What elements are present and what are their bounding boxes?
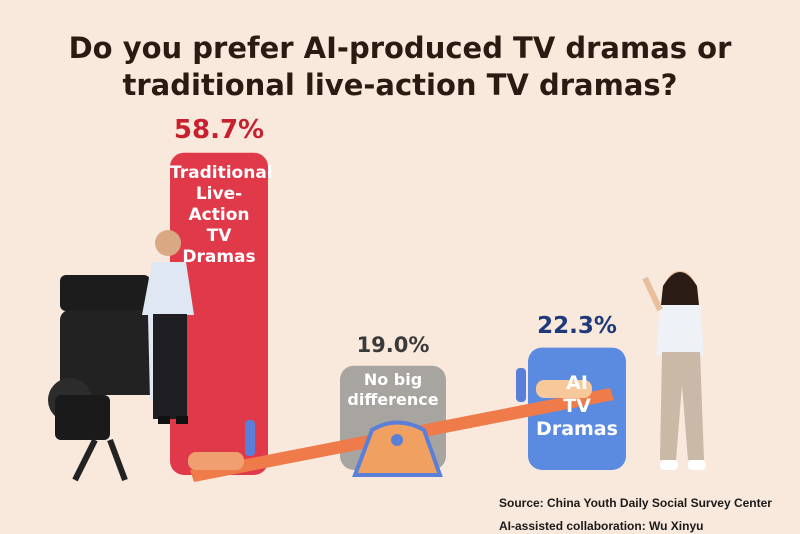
seesaw-handle-left [245, 420, 255, 456]
title-line-1: Do you prefer AI-produced TV dramas or [68, 31, 732, 65]
seesaw-illustration [188, 368, 614, 482]
bar-0 [170, 152, 268, 475]
bar-value-label-2: 22.3% [537, 312, 617, 339]
man-illustration [142, 230, 194, 424]
bar-2 [528, 347, 626, 470]
seesaw-seat-right [536, 380, 592, 398]
bar-category-label-1: No big difference [347, 370, 439, 409]
bar-category-label-2: AI TV Dramas [536, 372, 618, 440]
seesaw-handle-right [516, 368, 526, 402]
source-note: Source: China Youth Daily Social Survey … [499, 496, 772, 510]
seesaw-seat-left [188, 452, 244, 470]
seesaw-pivot [391, 434, 403, 446]
bar-value-label-1: 19.0% [356, 332, 430, 357]
title-line-2: traditional live-action TV dramas? [122, 68, 678, 102]
seesaw-fulcrum [352, 420, 443, 477]
credit-note: AI-assisted collaboration: Wu Xinyu [499, 519, 704, 533]
bar-category-label-0: Traditional Live-Action TV Dramas [170, 163, 273, 267]
camera-illustration [48, 275, 160, 482]
woman-illustration [642, 271, 706, 470]
chart-title: Do you prefer AI-produced TV dramas or t… [0, 30, 800, 104]
bar-value-label-0: 58.7% [173, 114, 265, 145]
